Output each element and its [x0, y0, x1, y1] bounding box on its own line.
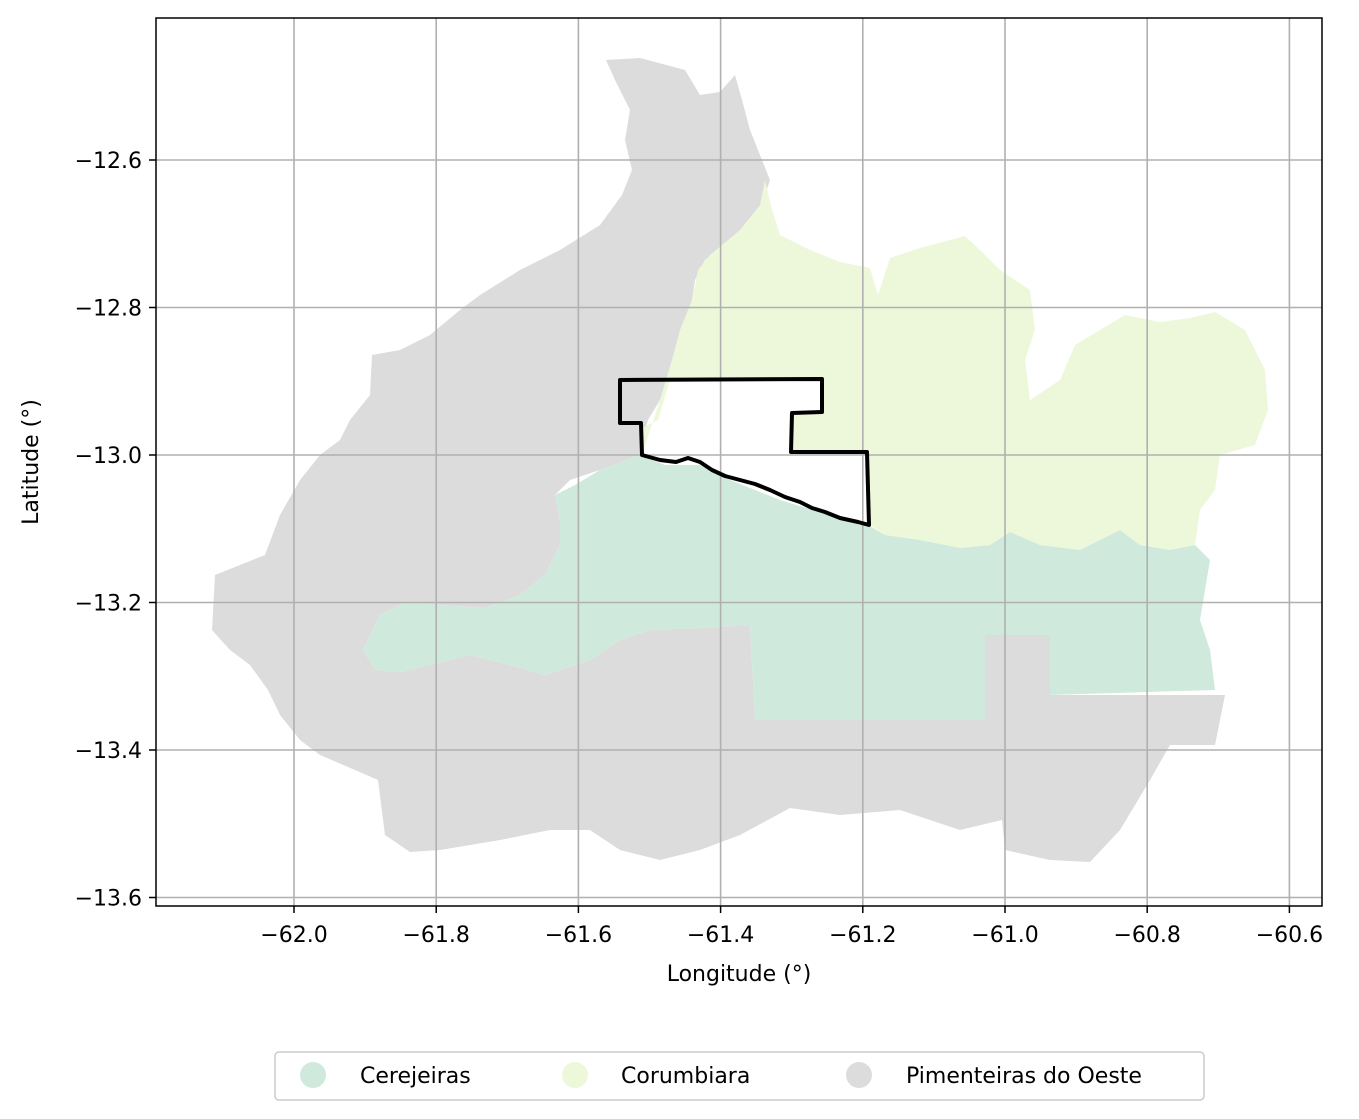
x-tick-label: −60.8 [1113, 923, 1180, 948]
legend-label-cerejeiras: Cerejeiras [360, 1064, 471, 1089]
y-tick-label: −13.4 [75, 739, 142, 764]
region-corumbiara [642, 180, 1268, 550]
highlighted-area-outline [618, 377, 871, 527]
x-tick-label: −61.0 [971, 923, 1038, 948]
map-area [156, 18, 1322, 906]
x-tick-label: −61.6 [545, 923, 612, 948]
legend: Cerejeiras Corumbiara Pimenteiras do Oes… [274, 1051, 1205, 1101]
region-pimenteiras-do-oeste [212, 58, 1225, 862]
x-tick-label: −61.4 [687, 923, 754, 948]
legend-marker-cerejeiras [300, 1062, 326, 1088]
region-cerejeiras [363, 455, 1215, 720]
y-axis: −12.6 −12.8 −13.0 −13.2 −13.4 −13.6 [75, 149, 156, 912]
x-axis-title: Longitude (°) [667, 962, 812, 987]
y-tick-label: −13.0 [75, 444, 142, 469]
legend-marker-corumbiara [562, 1062, 588, 1088]
x-axis: −62.0 −61.8 −61.6 −61.4 −61.2 −61.0 −60.8 −60.6 [260, 906, 1323, 948]
x-tick-label: −61.8 [402, 923, 469, 948]
x-tick-label: −60.6 [1256, 923, 1323, 948]
y-tick-label: −12.8 [75, 297, 142, 322]
legend-box [274, 1051, 1205, 1101]
x-tick-label: −61.2 [829, 923, 896, 948]
y-tick-label: −13.6 [75, 887, 142, 912]
grid-lines [156, 18, 1322, 906]
x-tick-label: −62.0 [260, 923, 327, 948]
legend-label-corumbiara: Corumbiara [621, 1064, 750, 1089]
legend-label-pimenteiras-do-oeste: Pimenteiras do Oeste [906, 1064, 1142, 1089]
y-tick-label: −12.6 [75, 149, 142, 174]
y-tick-label: −13.2 [75, 592, 142, 617]
legend-marker-pimenteiras-do-oeste [846, 1062, 872, 1088]
y-axis-title: Latitude (°) [19, 399, 44, 525]
plot-frame [155, 17, 1323, 907]
